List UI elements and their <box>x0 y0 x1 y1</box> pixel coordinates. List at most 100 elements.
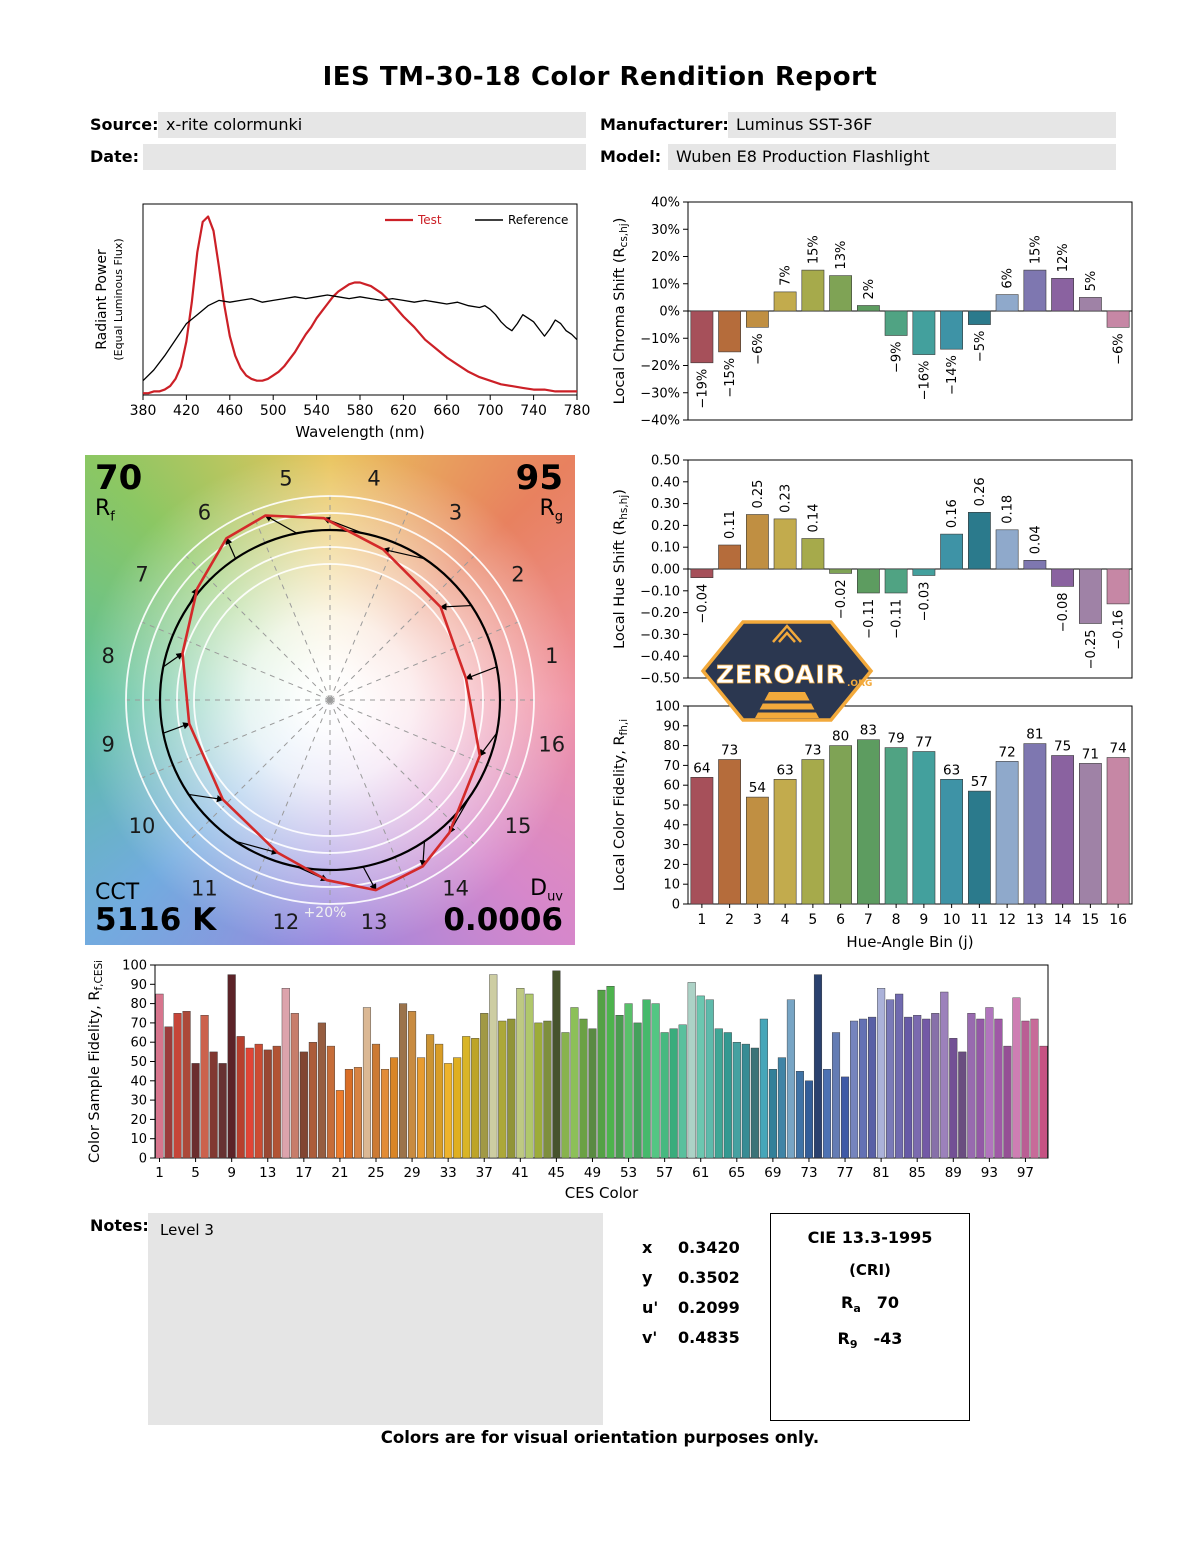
svg-text:61: 61 <box>692 1165 709 1181</box>
bar-ces-34 <box>453 1057 462 1159</box>
svg-text:−16%: −16% <box>917 361 932 401</box>
bar-ces-74 <box>813 974 823 1159</box>
svg-text:0.18: 0.18 <box>1001 495 1016 524</box>
svg-text:0.11: 0.11 <box>723 510 738 539</box>
svg-text:6%: 6% <box>1001 268 1016 289</box>
badge-crown-icon <box>772 624 802 643</box>
bar-ces-38 <box>489 974 498 1159</box>
svg-text:40: 40 <box>663 818 680 833</box>
bin-boundary-line <box>329 699 522 780</box>
bar-ces-96 <box>1012 997 1021 1159</box>
svg-text:33: 33 <box>440 1165 457 1181</box>
bar-ces-91 <box>967 1013 976 1159</box>
bar-ces-79 <box>859 1018 868 1159</box>
svg-text:30%: 30% <box>651 223 680 238</box>
bar-ces-69 <box>768 1068 777 1159</box>
svg-text:−0.10: −0.10 <box>640 584 680 599</box>
bin-boundary-line <box>329 699 478 848</box>
cri-box: CIE 13.3-1995 (CRI) Ra 70 R9 -43 <box>770 1213 970 1421</box>
svg-text:−5%: −5% <box>973 331 988 363</box>
bin-boundary-line <box>138 699 331 780</box>
bar-ces-85 <box>913 1015 922 1159</box>
chromaticity-y: y 0.3502 <box>642 1268 740 1287</box>
shift-arrow <box>479 732 498 757</box>
svg-text:−0.08: −0.08 <box>1056 592 1071 632</box>
bar-ces-13 <box>263 1049 272 1159</box>
chromaticity-x: x 0.3420 <box>642 1238 740 1257</box>
svg-text:0.50: 0.50 <box>651 454 680 469</box>
bar-ces-15 <box>281 988 290 1159</box>
svg-text:−0.11: −0.11 <box>890 599 905 639</box>
svg-text:2%: 2% <box>862 279 877 300</box>
bar-ces-67 <box>750 1047 759 1159</box>
bar-bin-16 <box>1106 310 1130 328</box>
svg-text:40: 40 <box>130 1074 147 1089</box>
bar-bin-15 <box>1078 763 1102 905</box>
bar-bin-3 <box>746 310 769 328</box>
svg-text:0: 0 <box>672 898 680 913</box>
svg-text:29: 29 <box>403 1165 420 1181</box>
bar-ces-27 <box>390 1057 399 1159</box>
bar-ces-8 <box>218 1063 227 1159</box>
bar-ces-12 <box>254 1043 263 1159</box>
svg-text:420: 420 <box>173 403 200 419</box>
svg-text:7%: 7% <box>779 265 794 286</box>
bar-ces-22 <box>344 1068 353 1159</box>
bar-ces-71 <box>786 999 795 1159</box>
svg-text:72: 72 <box>999 744 1016 760</box>
svg-text:−6%: −6% <box>751 333 766 365</box>
svg-text:70: 70 <box>130 1016 147 1031</box>
color-vector-graphic: 1 2 3 4 5 6 7 8 9 10 11 12 13 14 15 16 +20% 70 Rf 95 Rg … <box>85 455 575 945</box>
svg-text:0.30: 0.30 <box>651 497 680 512</box>
svg-text:77: 77 <box>915 735 932 751</box>
bar-ces-16 <box>290 1013 299 1159</box>
shift-arrow <box>362 866 377 892</box>
bar-ces-90 <box>958 1051 967 1159</box>
svg-text:780: 780 <box>564 403 591 419</box>
svg-text:81: 81 <box>873 1165 890 1181</box>
svg-text:620: 620 <box>390 403 417 419</box>
bar-bin-6 <box>829 745 853 905</box>
svg-text:49: 49 <box>584 1165 601 1181</box>
bar-ces-92 <box>976 1018 985 1159</box>
rg-score: 95 Rg <box>515 458 563 525</box>
svg-text:5: 5 <box>808 912 817 928</box>
bar-ces-36 <box>471 1038 480 1159</box>
bar-ces-54 <box>633 1022 642 1159</box>
rf-score: 70 Rf <box>95 458 143 525</box>
bar-bin-14 <box>1051 755 1075 905</box>
bar-bin-10 <box>940 533 964 570</box>
badge-tld: .ORG <box>847 679 872 689</box>
bar-ces-60 <box>687 982 696 1159</box>
bar-bin-11 <box>967 512 991 570</box>
svg-text:460: 460 <box>216 403 243 419</box>
bar-ces-87 <box>931 1013 940 1159</box>
bin-number-9: 9 <box>102 732 115 756</box>
svg-text:11: 11 <box>970 912 988 928</box>
svg-text:−19%: −19% <box>695 369 710 409</box>
svg-text:45: 45 <box>548 1165 565 1181</box>
bar-bin-6 <box>829 275 853 312</box>
bar-bin-8 <box>884 310 908 336</box>
bar-bin-9 <box>912 310 936 355</box>
svg-text:9: 9 <box>919 912 928 928</box>
bin-boundary-line <box>250 508 331 701</box>
manufacturer-label: Manufacturer: <box>600 115 729 134</box>
shift-arrow <box>264 514 298 534</box>
bar-bin-10 <box>940 779 964 905</box>
svg-text:Radiant Power: Radiant Power <box>94 249 110 350</box>
shift-arrow <box>464 666 497 680</box>
bar-ces-58 <box>669 1028 678 1159</box>
svg-text:−0.30: −0.30 <box>640 628 680 643</box>
svg-text:89: 89 <box>945 1165 962 1181</box>
bar-bin-15 <box>1078 568 1102 624</box>
bar-ces-18 <box>308 1041 317 1159</box>
svg-text:93: 93 <box>981 1165 998 1181</box>
bar-bin-6 <box>829 568 853 574</box>
bar-bin-8 <box>884 747 908 905</box>
svg-text:57: 57 <box>971 774 988 790</box>
svg-text:13%: 13% <box>834 241 849 270</box>
svg-text:60: 60 <box>663 779 680 794</box>
svg-text:−0.40: −0.40 <box>640 650 680 665</box>
